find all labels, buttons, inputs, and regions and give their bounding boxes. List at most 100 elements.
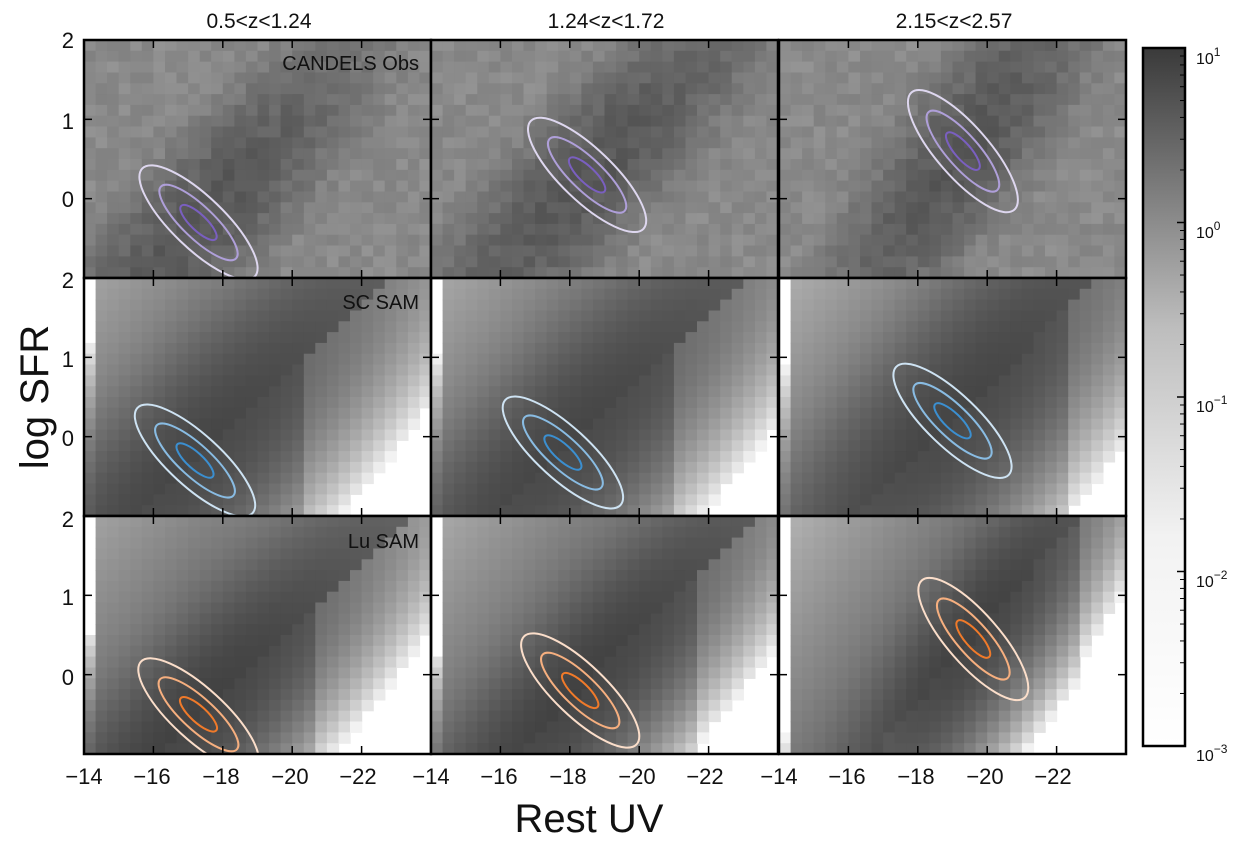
heatmap-cell	[627, 451, 640, 463]
heatmap-cell	[338, 570, 351, 582]
heatmap-cell	[130, 721, 143, 733]
heatmap-cell	[431, 104, 444, 117]
heatmap-cell	[350, 267, 363, 278]
heatmap-cell	[627, 494, 640, 506]
heatmap-cell	[431, 451, 444, 463]
heatmap-cell	[662, 397, 675, 409]
heatmap-cell	[685, 104, 698, 117]
heatmap-cell	[107, 191, 120, 203]
heatmap-cell	[130, 180, 143, 192]
heatmap-cell	[419, 613, 431, 625]
heatmap-cell	[245, 689, 259, 701]
heatmap-cell	[754, 342, 768, 355]
heatmap-cell	[975, 104, 988, 117]
heatmap-cell	[535, 699, 548, 712]
heatmap-cell	[754, 223, 768, 236]
heatmap-cell	[1056, 429, 1069, 441]
heatmap-cell	[952, 137, 965, 149]
heatmap-cell	[292, 678, 305, 690]
heatmap-cell	[975, 83, 988, 95]
heatmap-cell	[454, 180, 467, 192]
heatmap-cell	[269, 418, 282, 430]
heatmap-cell	[153, 234, 166, 247]
heatmap-cell	[906, 126, 919, 138]
heatmap-cell	[303, 321, 316, 333]
heatmap-cell	[407, 548, 421, 560]
heatmap-cell	[280, 148, 293, 160]
heatmap-cell	[303, 635, 316, 647]
heatmap-cell	[616, 440, 629, 452]
heatmap-cell	[894, 288, 907, 301]
heatmap-cell	[860, 397, 873, 409]
heatmap-cell	[407, 516, 421, 528]
heatmap-cell	[269, 678, 282, 690]
heatmap-cell	[894, 321, 907, 333]
heatmap-cell	[280, 548, 293, 560]
heatmap-cell	[998, 332, 1011, 344]
heatmap-cell	[848, 310, 861, 322]
heatmap-cell	[592, 397, 606, 409]
heatmap-cell	[581, 721, 594, 733]
heatmap-cell	[315, 213, 328, 225]
heatmap-cell	[523, 516, 536, 528]
heatmap-cell	[1056, 440, 1069, 452]
heatmap-cell	[604, 332, 617, 344]
heatmap-cell	[604, 148, 617, 160]
heatmap-cell	[95, 321, 108, 333]
heatmap-cell	[569, 440, 582, 452]
heatmap-cell	[500, 342, 513, 355]
heatmap-cell	[326, 624, 340, 636]
heatmap-cell	[326, 494, 340, 506]
heatmap-cell	[153, 115, 166, 128]
heatmap-cell	[743, 353, 756, 366]
heatmap-cell	[199, 310, 212, 322]
heatmap-cell	[813, 83, 826, 95]
heatmap-cell	[894, 191, 907, 203]
heatmap-cell	[176, 278, 189, 290]
heatmap-cell	[917, 61, 930, 73]
heatmap-cell	[477, 353, 490, 366]
heatmap-cell	[407, 559, 421, 571]
heatmap-cell	[1010, 451, 1023, 463]
heatmap-cell	[662, 472, 675, 485]
heatmap-cell	[176, 159, 189, 171]
heatmap-cell	[929, 299, 942, 311]
heatmap-cell	[373, 635, 386, 647]
heatmap-cell	[315, 656, 328, 668]
heatmap-cell	[326, 559, 340, 571]
heatmap-cell	[592, 461, 606, 474]
heatmap-cell	[222, 472, 235, 485]
heatmap-cell	[987, 61, 1000, 73]
heatmap-cell	[906, 494, 919, 506]
heatmap-cell	[766, 50, 778, 63]
heatmap-cell	[488, 451, 501, 463]
heatmap-cell	[315, 613, 328, 625]
heatmap-cell	[153, 40, 166, 52]
heatmap-cell	[454, 461, 467, 474]
heatmap-cell	[165, 234, 178, 247]
heatmap-cell	[431, 699, 444, 712]
heatmap-cell	[708, 83, 721, 95]
heatmap-cell	[743, 332, 756, 344]
heatmap-cell	[512, 159, 525, 171]
heatmap-cell	[581, 234, 594, 247]
heatmap-cell	[604, 256, 617, 268]
heatmap-cell	[257, 689, 270, 701]
heatmap-cell	[813, 234, 826, 247]
heatmap-cell	[708, 50, 721, 63]
heatmap-cell	[558, 386, 571, 398]
heatmap-cell	[454, 342, 467, 355]
heatmap-cell	[1045, 461, 1058, 474]
heatmap-cell	[1010, 364, 1023, 376]
heatmap-cell	[836, 40, 849, 52]
heatmap-cell	[257, 256, 270, 268]
heatmap-cell	[488, 732, 501, 744]
heatmap-cell	[987, 94, 1000, 106]
heatmap-cell	[546, 689, 559, 701]
heatmap-cell	[1102, 278, 1116, 290]
heatmap-cell	[512, 213, 525, 225]
heatmap-cell	[581, 689, 594, 701]
heatmap-cell	[315, 202, 328, 214]
heatmap-cell	[616, 364, 629, 376]
heatmap-cell	[569, 721, 582, 733]
